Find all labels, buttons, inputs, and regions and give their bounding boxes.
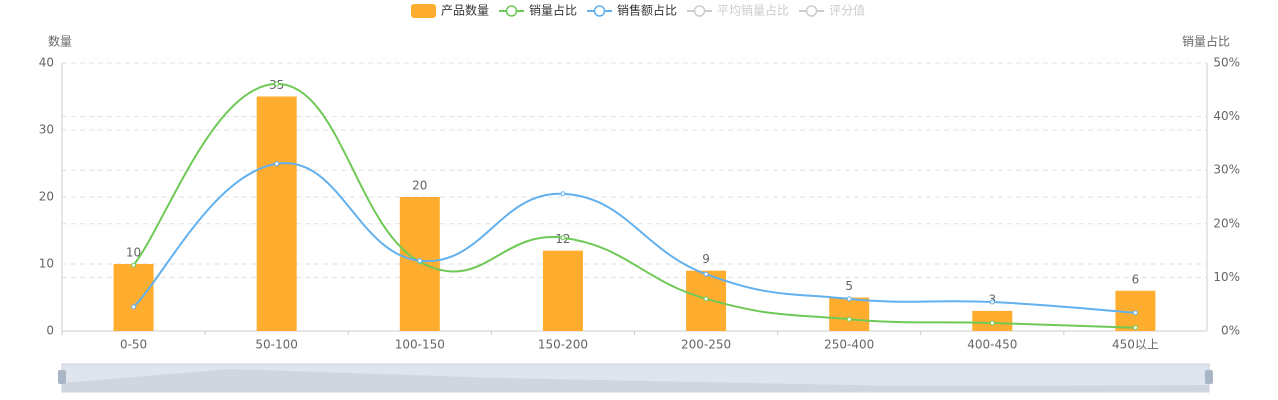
line-point — [131, 262, 137, 268]
y-tick-label: 20 — [39, 190, 54, 204]
legend-item[interactable]: 销售额占比 — [587, 3, 677, 18]
bar-value-label: 5 — [845, 279, 853, 293]
zoom-handle[interactable] — [1205, 370, 1213, 384]
zoom-shadow — [62, 369, 1209, 392]
legend-icon — [805, 5, 818, 17]
x-tick-label: 50-100 — [255, 338, 298, 352]
y2-tick-label: 10% — [1213, 270, 1240, 284]
x-tick-label: 200-250 — [681, 338, 731, 352]
y-tick-label: 10 — [39, 257, 54, 271]
line-point — [989, 299, 995, 305]
line-point — [989, 320, 995, 326]
bar-value-label: 3 — [988, 292, 996, 306]
line-point — [274, 81, 280, 87]
line-point — [274, 161, 280, 167]
y2-axis-title: 销量占比 — [1182, 34, 1230, 49]
legend-label: 产品数量 — [441, 3, 489, 18]
line-point — [560, 191, 566, 197]
legend-item[interactable]: 评分值 — [799, 3, 865, 18]
legend-icon — [505, 5, 518, 17]
y2-tick-label: 0% — [1221, 324, 1240, 338]
x-tick-label: 250-400 — [824, 338, 874, 352]
line-point — [1132, 325, 1138, 331]
y-axis-title: 数量 — [48, 34, 72, 49]
legend-icon — [593, 5, 606, 17]
x-tick-label: 450以上 — [1112, 338, 1159, 352]
y-tick-label: 0 — [46, 324, 54, 338]
line-point — [703, 296, 709, 302]
y-tick-label: 30 — [39, 123, 54, 137]
bar-value-label: 20 — [412, 179, 427, 193]
line-point — [846, 296, 852, 302]
legend-item[interactable]: 销量占比 — [499, 3, 577, 18]
bar-value-label: 9 — [702, 252, 710, 266]
zoom-handle[interactable] — [58, 370, 66, 384]
x-tick-label: 150-200 — [538, 338, 588, 352]
y2-tick-label: 50% — [1213, 56, 1240, 70]
x-tick-label: 400-450 — [967, 338, 1017, 352]
bar — [829, 297, 870, 331]
x-tick-label: 0-50 — [120, 338, 147, 352]
bar — [256, 96, 297, 331]
legend-label: 销售额占比 — [617, 3, 677, 18]
line-point — [703, 271, 709, 277]
legend-icon — [693, 5, 706, 17]
y2-tick-label: 20% — [1213, 216, 1240, 230]
legend-icon — [411, 4, 436, 18]
line — [132, 162, 1136, 314]
legend-label: 评分值 — [829, 3, 865, 18]
line-point — [560, 235, 566, 241]
line-point — [846, 316, 852, 322]
bar-value-label: 6 — [1132, 272, 1140, 286]
x-tick-label: 100-150 — [395, 338, 445, 352]
bar — [542, 250, 583, 331]
legend-item[interactable]: 产品数量 — [411, 3, 489, 19]
line-point — [131, 304, 137, 310]
bar-value-label: 10 — [126, 246, 141, 260]
y2-tick-label: 30% — [1213, 163, 1240, 177]
data-zoom[interactable] — [58, 363, 1213, 393]
line-point — [417, 258, 423, 264]
legend-label: 平均销量占比 — [717, 3, 789, 18]
line-point — [1132, 310, 1138, 316]
y-tick-label: 40 — [39, 56, 54, 70]
legend-item[interactable]: 平均销量占比 — [687, 3, 789, 18]
bar — [113, 264, 154, 331]
legend-label: 销量占比 — [529, 3, 577, 18]
y2-tick-label: 40% — [1213, 109, 1240, 123]
